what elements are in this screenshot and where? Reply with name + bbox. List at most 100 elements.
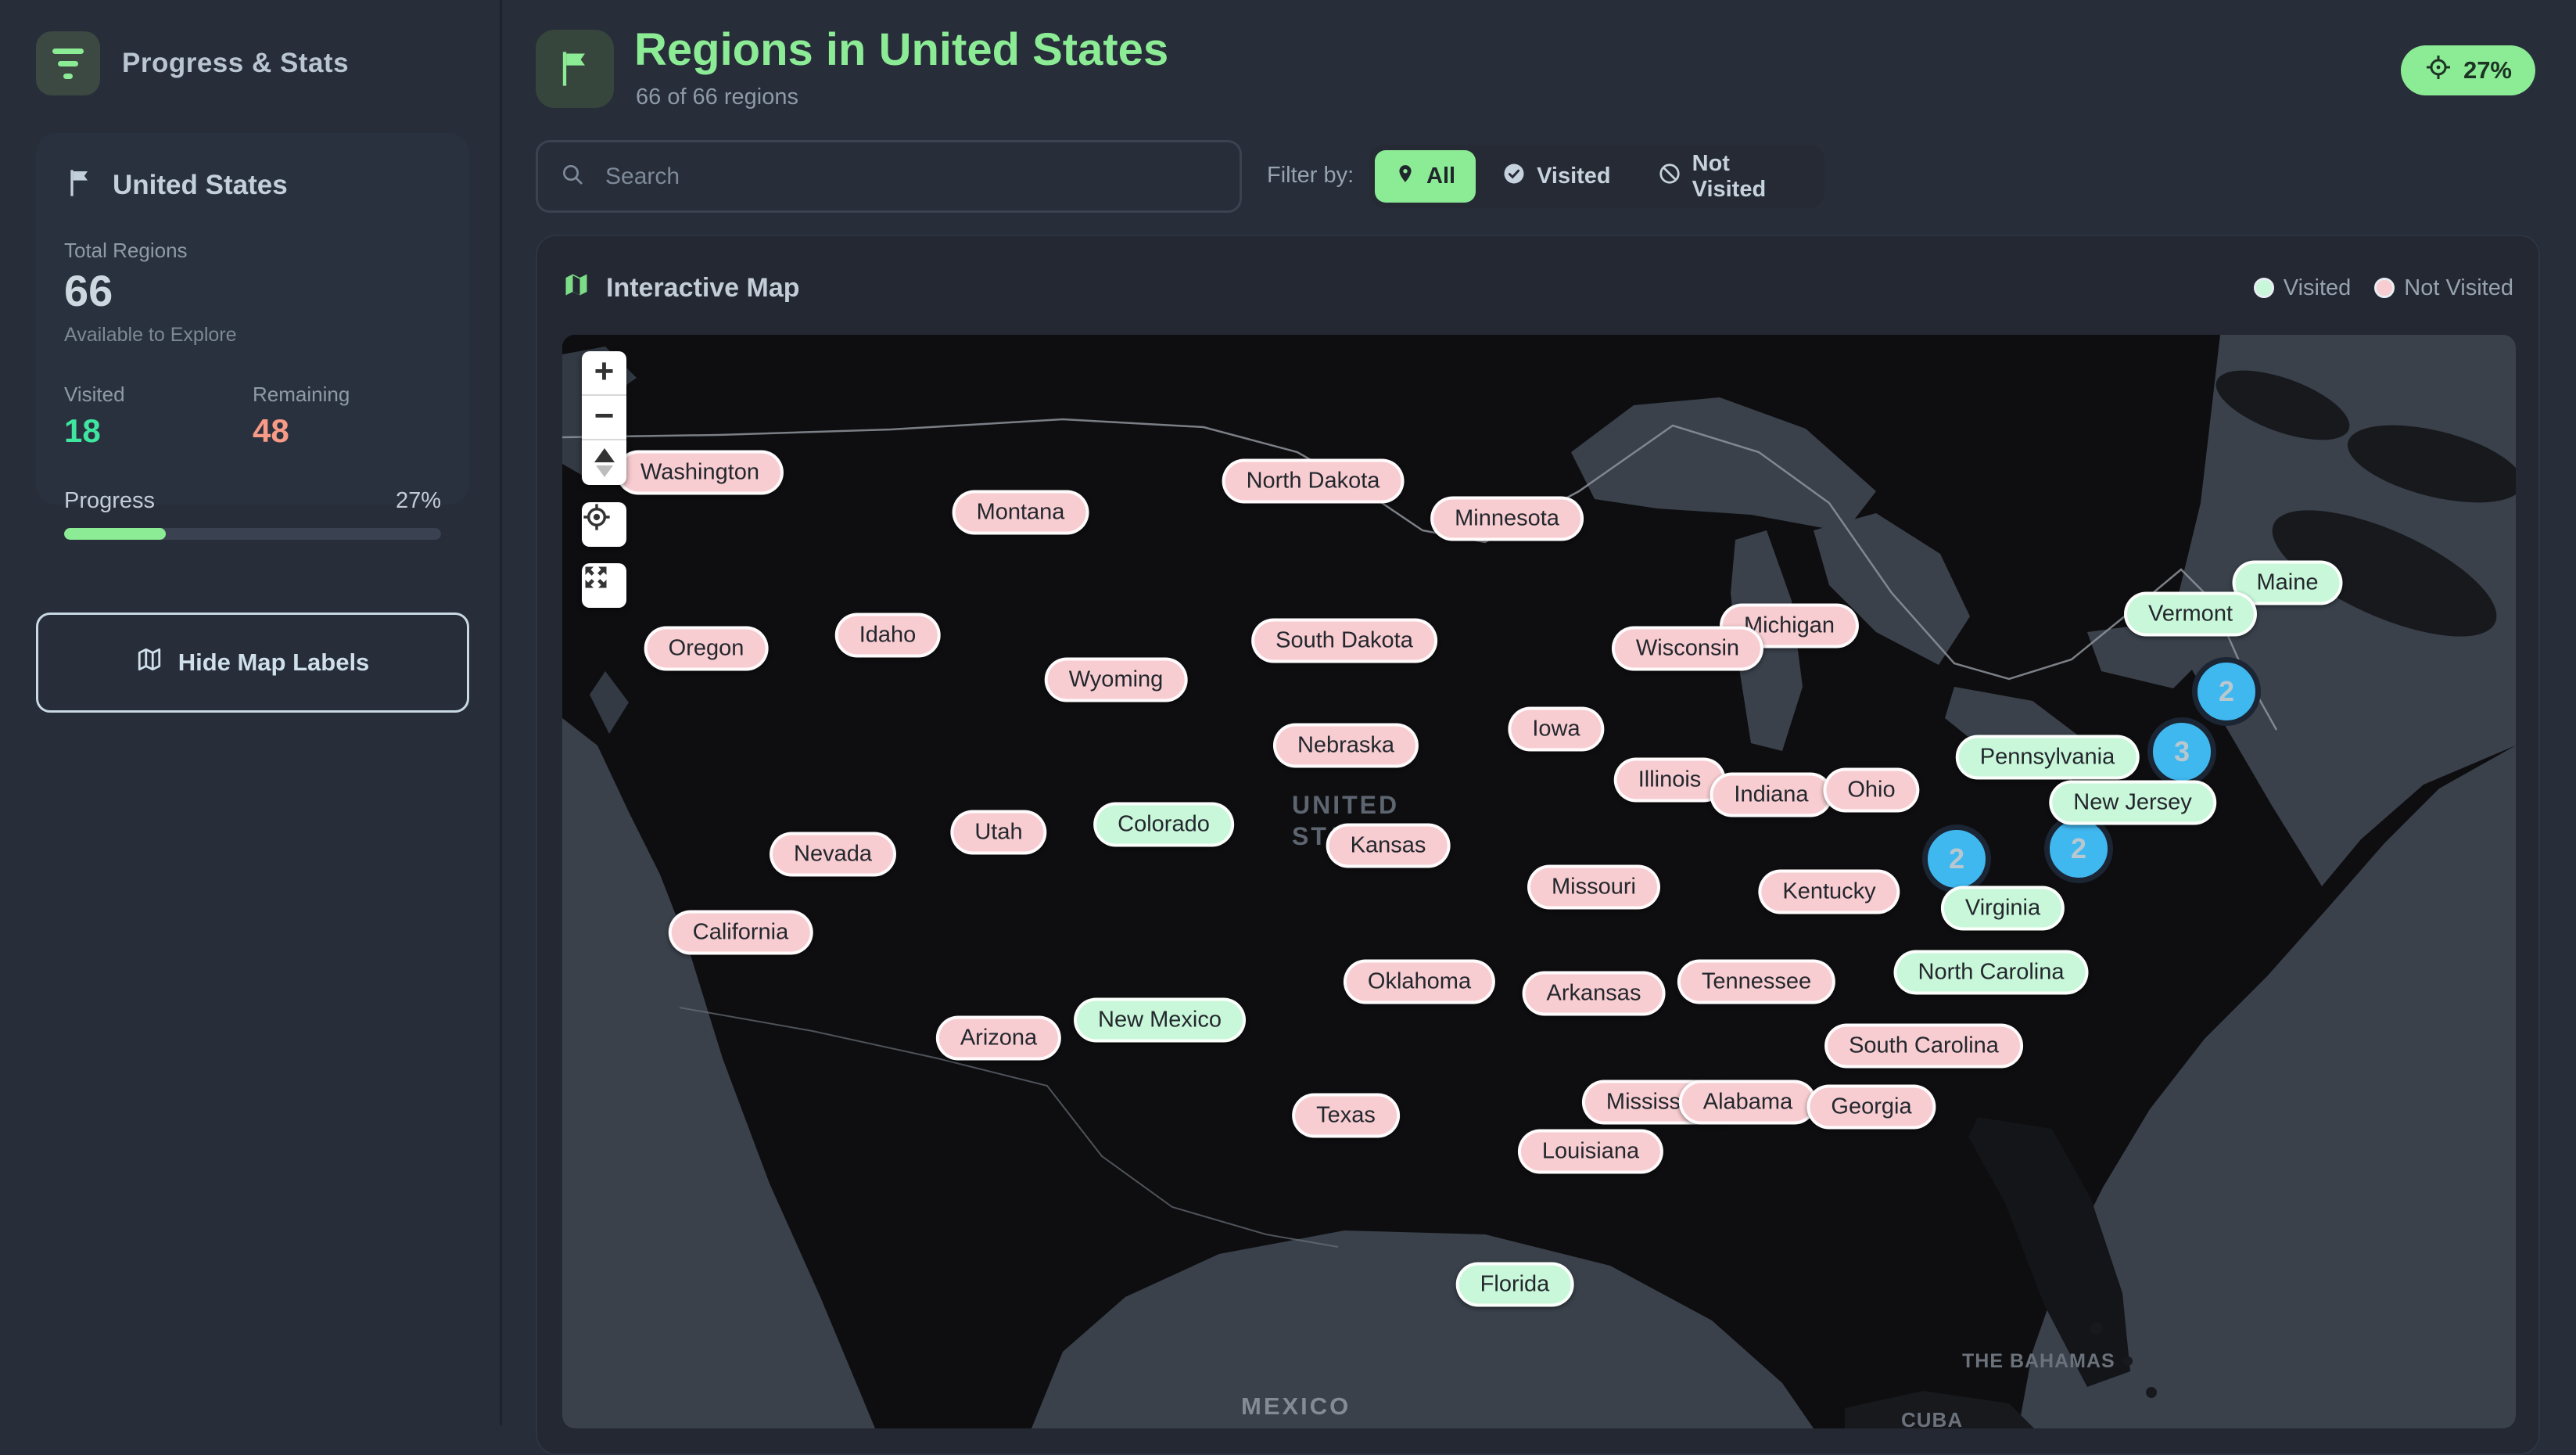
main-content: Regions in United States 66 of 66 region… (504, 0, 2576, 1425)
remaining-label: Remaining (253, 383, 441, 407)
visited-value: 18 (64, 415, 253, 447)
hide-map-labels-button[interactable]: Hide Map Labels (36, 613, 469, 713)
region-label-nevada[interactable]: Nevada (770, 832, 896, 877)
pin-icon (1395, 162, 1415, 192)
region-label-north-dakota[interactable]: North Dakota (1222, 459, 1405, 504)
map-viewport[interactable]: UNITED STATES MEXICO THE BAHAMAS CUBA 23… (562, 335, 2516, 1428)
region-label-north-carolina[interactable]: North Carolina (1894, 950, 2089, 995)
region-label-arizona[interactable]: Arizona (936, 1016, 1061, 1061)
geo-label-united: UNITED (1292, 791, 1399, 819)
stats-card: United States Total Regions 66 Available… (36, 133, 469, 505)
zoom-in-button[interactable]: + (582, 351, 626, 396)
region-label-missouri[interactable]: Missouri (1527, 865, 1660, 910)
check-circle-icon (1502, 162, 1526, 192)
region-label-alabama[interactable]: Alabama (1679, 1080, 1817, 1125)
filter-segmented-control: All Visited Not Visited (1369, 145, 1824, 208)
region-label-georgia[interactable]: Georgia (1806, 1085, 1936, 1130)
filter-not-visited-label: Not Visited (1692, 151, 1799, 203)
search-input[interactable] (604, 163, 1218, 191)
filter-by-label: Filter by: (1267, 163, 1354, 189)
compass-north-icon (594, 448, 615, 462)
region-label-nebraska[interactable]: Nebraska (1273, 724, 1419, 768)
locate-icon (582, 502, 612, 532)
region-label-louisiana[interactable]: Louisiana (1518, 1130, 1663, 1174)
compass-button[interactable] (582, 440, 626, 485)
region-label-new-mexico[interactable]: New Mexico (1074, 998, 1246, 1043)
region-label-kentucky[interactable]: Kentucky (1758, 870, 1900, 914)
geo-label-bahamas: THE BAHAMAS (1962, 1350, 2115, 1372)
region-label-utah[interactable]: Utah (950, 810, 1046, 855)
region-label-arkansas[interactable]: Arkansas (1523, 972, 1666, 1016)
map-legend: Visited Not Visited (2254, 275, 2513, 301)
region-label-wyoming[interactable]: Wyoming (1045, 658, 1188, 702)
region-label-pennsylvania[interactable]: Pennsylvania (1956, 735, 2140, 780)
sidebar: Progress & Stats United States Total Reg… (0, 0, 502, 1425)
progress-percent-text: 27% (396, 488, 441, 514)
legend-visited-dot (2254, 278, 2274, 298)
filter-all-button[interactable]: All (1375, 150, 1476, 203)
legend-visited: Visited (2254, 275, 2352, 301)
crosshair-icon (2424, 53, 2452, 88)
legend-not-visited: Not Visited (2374, 275, 2513, 301)
region-label-kansas[interactable]: Kansas (1326, 824, 1451, 868)
region-label-wisconsin[interactable]: Wisconsin (1612, 627, 1763, 671)
region-label-colorado[interactable]: Colorado (1093, 803, 1234, 847)
locate-button[interactable] (582, 502, 626, 547)
region-label-oklahoma[interactable]: Oklahoma (1344, 960, 1495, 1004)
region-label-montana[interactable]: Montana (953, 490, 1089, 535)
region-label-texas[interactable]: Texas (1292, 1094, 1400, 1138)
region-label-tennessee[interactable]: Tennessee (1677, 960, 1835, 1004)
region-label-indiana[interactable]: Indiana (1710, 773, 1832, 817)
progress-badge: 27% (2401, 45, 2535, 95)
remaining-value: 48 (253, 415, 441, 447)
filter-visited-label: Visited (1537, 163, 1611, 189)
geo-label-cuba: CUBA (1901, 1408, 1963, 1428)
region-label-ohio[interactable]: Ohio (1823, 768, 1919, 813)
page-title: Regions in United States (634, 23, 1168, 76)
region-label-florida[interactable]: Florida (1456, 1263, 1574, 1307)
region-label-oregon[interactable]: Oregon (644, 627, 769, 671)
search-icon (560, 162, 585, 191)
progress-badge-text: 27% (2463, 56, 2512, 84)
region-label-virginia[interactable]: Virginia (1941, 886, 2065, 931)
fullscreen-icon (582, 563, 610, 591)
region-label-california[interactable]: California (669, 911, 813, 955)
cluster-marker-2[interactable]: 3 (2147, 717, 2216, 786)
region-label-south-dakota[interactable]: South Dakota (1251, 619, 1437, 663)
region-label-vermont[interactable]: Vermont (2124, 592, 2257, 637)
progress-fill (64, 528, 166, 540)
interactive-map-panel: Interactive Map Visited Not Visited (536, 235, 2540, 1455)
region-label-idaho[interactable]: Idaho (835, 613, 941, 658)
region-label-new-jersey[interactable]: New Jersey (2049, 781, 2216, 825)
progress-bar (64, 528, 441, 540)
progress-label: Progress (64, 488, 155, 514)
region-label-washington[interactable]: Washington (616, 451, 784, 495)
slash-circle-icon (1658, 162, 1681, 192)
filter-visited-button[interactable]: Visited (1482, 150, 1631, 203)
region-label-illinois[interactable]: Illinois (1614, 758, 1726, 803)
region-label-south-carolina[interactable]: South Carolina (1824, 1024, 2023, 1069)
map-icon (562, 271, 590, 306)
fullscreen-button[interactable] (582, 563, 626, 608)
compass-south-icon (596, 465, 613, 477)
page-flag-icon (536, 30, 614, 108)
flag-icon (64, 166, 95, 204)
available-sub-label: Available to Explore (64, 324, 441, 347)
region-label-minnesota[interactable]: Minnesota (1430, 497, 1584, 541)
sidebar-title: Progress & Stats (122, 48, 349, 79)
legend-visited-label: Visited (2284, 275, 2352, 301)
map-zoom-control: + − (582, 351, 626, 485)
region-label-iowa[interactable]: Iowa (1508, 707, 1604, 752)
page-subtitle: 66 of 66 regions (636, 84, 798, 110)
visited-label: Visited (64, 383, 253, 407)
filter-not-visited-button[interactable]: Not Visited (1638, 150, 1819, 203)
cluster-marker-1[interactable]: 2 (2192, 657, 2261, 726)
legend-not-visited-label: Not Visited (2404, 275, 2513, 301)
map-panel-title: Interactive Map (606, 273, 800, 304)
legend-not-visited-dot (2374, 278, 2395, 298)
hide-map-labels-label: Hide Map Labels (178, 648, 370, 677)
search-box[interactable] (536, 140, 1242, 213)
geo-label-mexico: MEXICO (1241, 1392, 1351, 1420)
cluster-marker-4[interactable]: 2 (1922, 824, 1991, 893)
zoom-out-button[interactable]: − (582, 396, 626, 440)
